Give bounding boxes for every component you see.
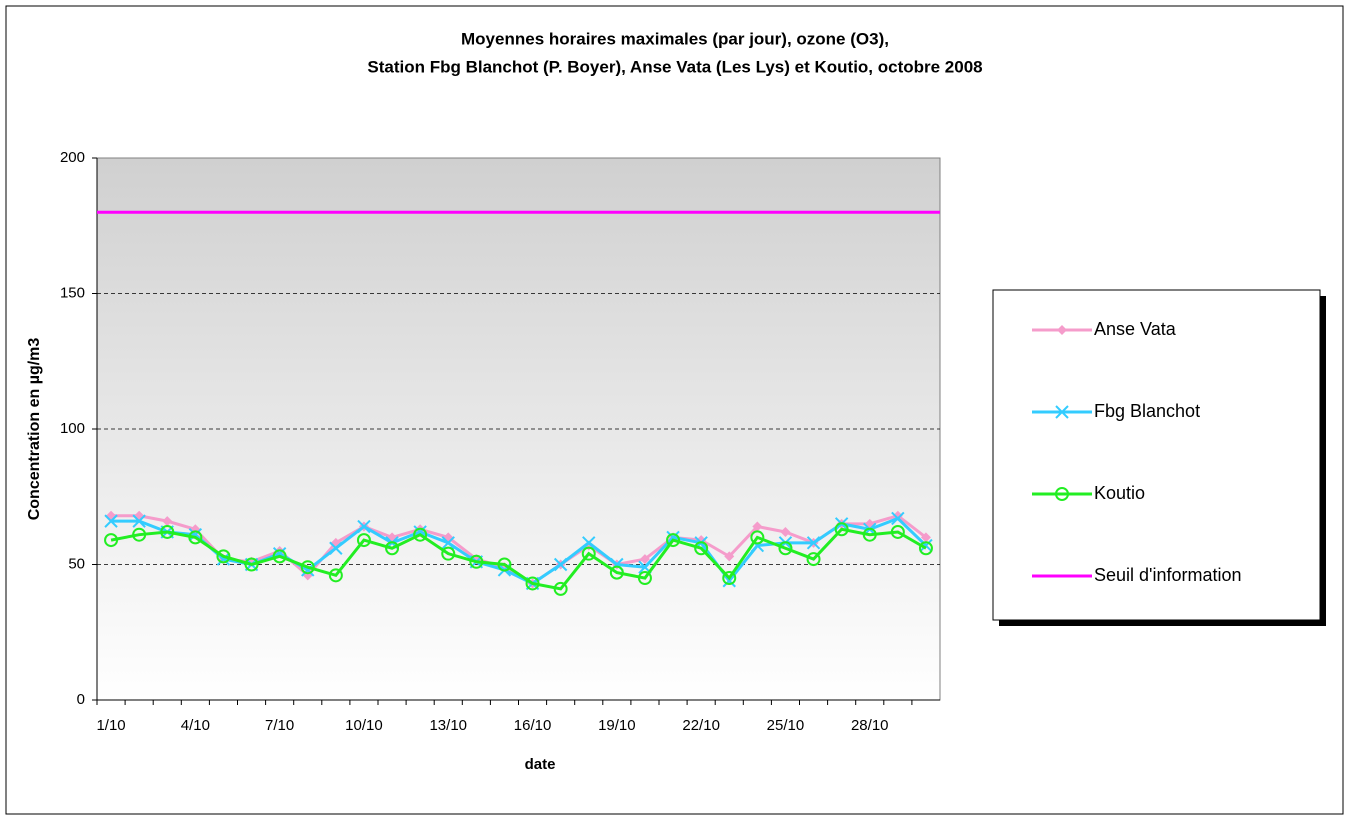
marker <box>272 549 287 564</box>
legend-label: Seuil d'information <box>1094 565 1242 585</box>
x-tick-label: 19/10 <box>598 717 636 734</box>
marker <box>806 552 821 567</box>
x-axis-label: date <box>525 756 556 773</box>
x-tick-label: 1/10 <box>96 717 125 734</box>
marker <box>104 533 119 548</box>
legend-label: Anse Vata <box>1094 319 1177 339</box>
marker <box>553 557 568 572</box>
marker <box>300 560 315 575</box>
marker <box>581 546 596 561</box>
marker <box>441 536 455 550</box>
chart-title: Station Fbg Blanchot (P. Boyer), Anse Va… <box>367 57 982 76</box>
y-tick-label: 200 <box>60 149 85 166</box>
marker <box>722 574 736 588</box>
marker <box>722 571 737 586</box>
marker <box>834 522 849 537</box>
marker <box>780 526 791 537</box>
marker <box>778 541 793 556</box>
marker <box>862 527 877 542</box>
marker <box>919 538 933 553</box>
x-tick-label: 4/10 <box>181 717 210 734</box>
x-tick-label: 7/10 <box>265 717 294 734</box>
marker <box>328 568 343 583</box>
legend <box>992 289 1321 621</box>
marker <box>694 541 709 556</box>
marker <box>890 524 905 539</box>
marker <box>582 536 596 550</box>
y-tick-label: 50 <box>68 555 85 572</box>
y-tick-label: 150 <box>60 284 85 301</box>
marker <box>104 514 118 528</box>
marker <box>637 571 652 586</box>
x-tick-label: 28/10 <box>851 717 889 734</box>
marker <box>244 557 259 572</box>
marker <box>920 532 931 543</box>
marker <box>553 581 568 596</box>
y-axis-label: Concentration en µg/m3 <box>26 338 43 521</box>
y-tick-label: 0 <box>77 691 85 708</box>
marker <box>441 546 456 561</box>
marker <box>132 527 147 542</box>
marker <box>724 551 735 562</box>
marker <box>216 549 231 564</box>
marker <box>356 533 371 548</box>
marker <box>752 521 763 532</box>
marker <box>385 541 400 556</box>
marker <box>329 541 343 555</box>
marker <box>469 554 484 569</box>
x-tick-label: 22/10 <box>682 717 720 734</box>
legend-label: Koutio <box>1094 483 1145 503</box>
legend-label: Fbg Blanchot <box>1094 401 1200 421</box>
marker <box>806 536 821 550</box>
marker <box>188 530 203 545</box>
marker <box>413 527 428 542</box>
chart-title: Moyennes horaires maximales (par jour), … <box>461 29 889 48</box>
marker <box>1057 325 1067 335</box>
x-tick-label: 13/10 <box>429 717 467 734</box>
x-tick-label: 10/10 <box>345 717 383 734</box>
marker <box>525 576 540 591</box>
marker <box>160 524 175 539</box>
marker <box>497 557 512 572</box>
marker <box>1055 487 1069 501</box>
x-tick-label: 25/10 <box>767 717 805 734</box>
marker <box>891 511 905 526</box>
marker <box>666 533 681 548</box>
x-tick-label: 16/10 <box>514 717 552 734</box>
marker <box>639 554 650 565</box>
marker <box>162 516 173 527</box>
marker <box>918 541 933 556</box>
y-tick-label: 100 <box>60 420 85 437</box>
marker <box>357 519 371 534</box>
marker <box>750 530 765 545</box>
marker <box>1055 405 1069 419</box>
marker <box>132 514 146 528</box>
marker <box>609 565 624 580</box>
